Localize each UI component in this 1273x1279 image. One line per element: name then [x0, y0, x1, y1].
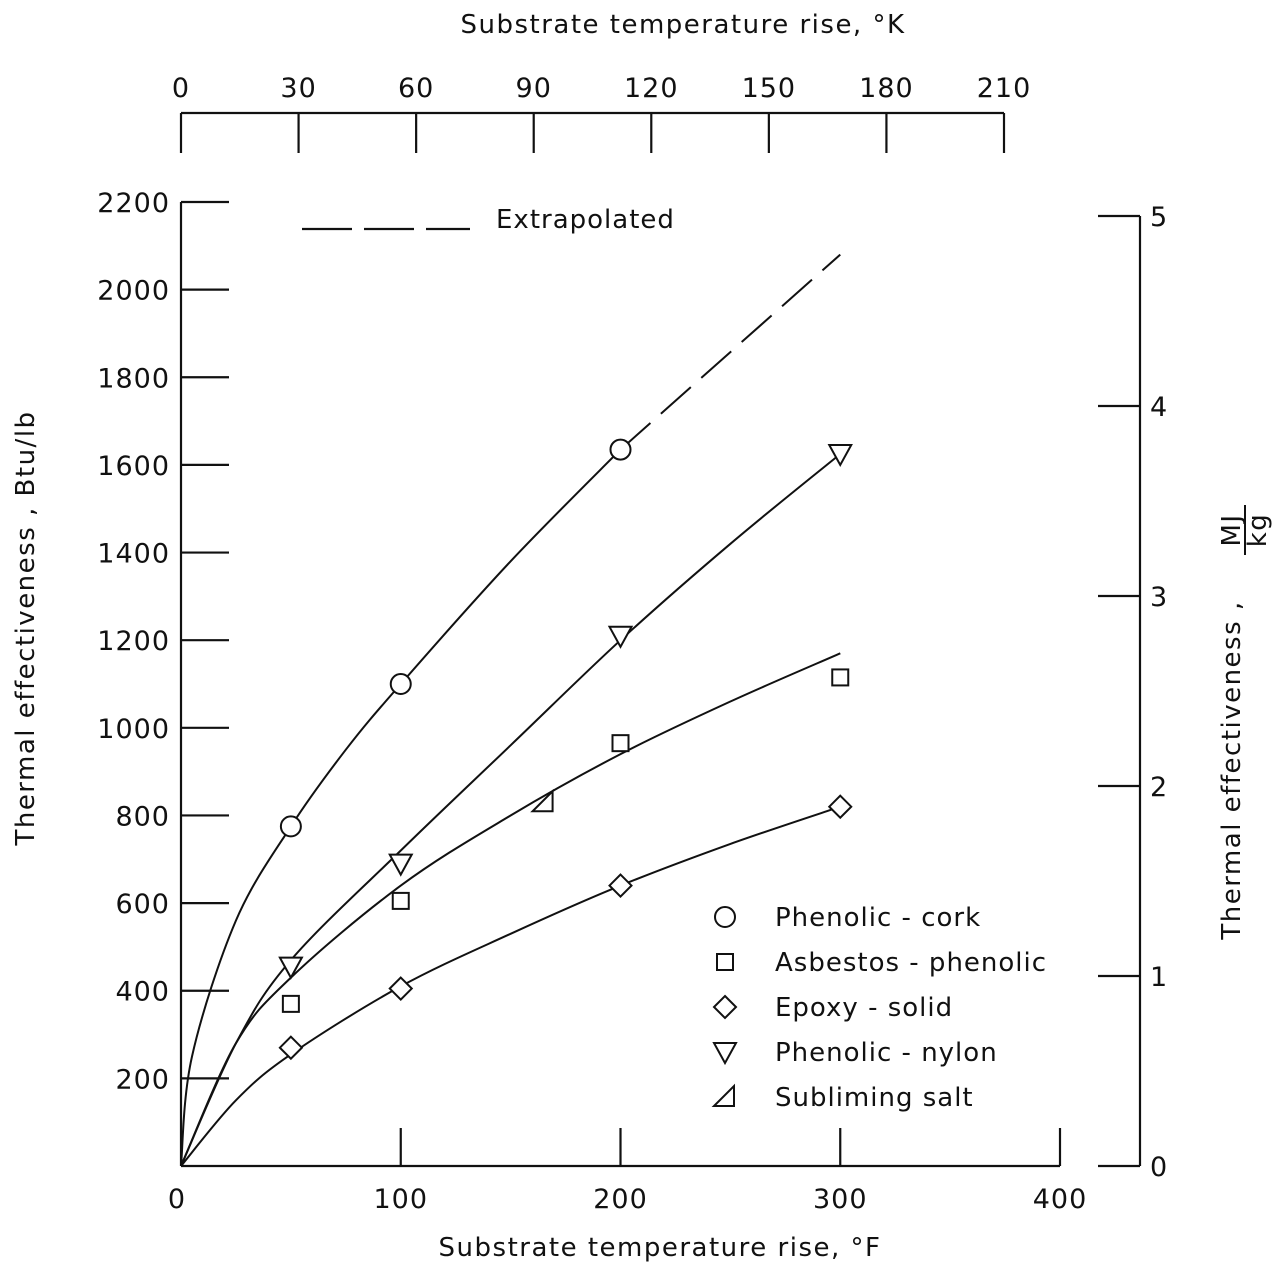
series-curve	[180, 448, 622, 1167]
x-tick-label: 0	[168, 1184, 186, 1215]
y2-tick-label: 2	[1150, 772, 1168, 803]
data-point	[388, 853, 414, 877]
data-point	[389, 673, 412, 695]
data-point	[278, 956, 304, 980]
y-tick-label: 1600	[97, 451, 170, 482]
y2-tick-label: 4	[1150, 392, 1168, 423]
data-point	[281, 994, 300, 1013]
legend-marker	[712, 994, 738, 1020]
series-extrapolated-line	[619, 253, 841, 451]
y2-tick-label: 3	[1150, 582, 1168, 613]
y2-axis-title: Thermal effectiveness , MJ kg	[1217, 505, 1273, 941]
data-point	[607, 625, 634, 649]
data-point	[388, 976, 414, 1001]
y-tick-label: 2200	[97, 188, 170, 219]
data-point	[391, 891, 410, 910]
y-axis-title: Thermal effectiveness , Btu/lb	[11, 410, 41, 846]
x2-tick-label: 0	[172, 73, 190, 104]
series-curve	[180, 805, 841, 1167]
data-point	[611, 734, 630, 753]
data-point	[609, 438, 632, 461]
x-tick-label: 100	[373, 1184, 428, 1215]
curves	[180, 253, 841, 1167]
y-tick-label: 200	[115, 1064, 170, 1095]
extrapolated-label: Extrapolated	[496, 205, 675, 235]
data-point	[278, 1035, 304, 1061]
y-tick-label: 1000	[97, 714, 170, 745]
x2-tick-label: 60	[398, 73, 434, 104]
legend-label: Asbestos - phenolic	[775, 948, 1047, 978]
markers	[278, 438, 853, 1061]
legend-marker	[711, 1083, 735, 1107]
x2-tick-label: 30	[280, 73, 316, 104]
data-point	[608, 873, 633, 898]
y2-unit-denominator: kg	[1243, 513, 1273, 548]
y2-tick-label: 5	[1150, 202, 1168, 233]
legend-label: Subliming salt	[775, 1083, 974, 1113]
y-tick-label: 1200	[97, 626, 170, 657]
axes: 2004006008001000120014001600180020002200…	[97, 73, 1168, 1215]
y-tick-label: 1400	[97, 539, 170, 570]
legend-label: Epoxy - solid	[775, 993, 953, 1023]
x-tick-label: 300	[813, 1184, 868, 1215]
y-tick-label: 2000	[97, 276, 170, 307]
legend-label: Phenolic - cork	[775, 903, 981, 933]
data-point	[827, 443, 853, 468]
x2-tick-label: 210	[977, 73, 1032, 104]
data-point	[827, 794, 853, 820]
y-tick-label: 1800	[97, 363, 170, 394]
y2-axis-title-text: Thermal effectiveness ,	[1217, 600, 1247, 940]
series-curve	[180, 453, 841, 1167]
y-tick-label: 600	[115, 889, 170, 920]
x2-axis-title: Substrate temperature rise, °K	[460, 10, 905, 40]
series-curve	[180, 652, 841, 1167]
x-axis-title: Substrate temperature rise, °F	[439, 1233, 882, 1263]
x2-tick-label: 150	[742, 73, 797, 104]
x2-tick-label: 90	[516, 73, 552, 104]
data-point	[831, 668, 850, 687]
x-tick-label: 400	[1033, 1184, 1088, 1215]
legend: Phenolic - cork Asbestos - phenolic Epoxy …	[711, 903, 1047, 1113]
x-tick-label: 200	[593, 1184, 648, 1215]
legend-marker	[716, 953, 734, 971]
data-point	[279, 815, 302, 838]
data-point	[530, 788, 554, 813]
y-tick-label: 800	[115, 801, 170, 832]
x2-tick-label: 120	[624, 73, 679, 104]
y2-tick-label: 0	[1150, 1152, 1168, 1183]
x2-tick-label: 180	[859, 73, 914, 104]
legend-label: Phenolic - nylon	[775, 1038, 998, 1068]
y2-unit-numerator: MJ	[1217, 513, 1247, 546]
legend-marker	[712, 1042, 738, 1066]
y-tick-label: 400	[115, 977, 170, 1008]
y2-tick-label: 1	[1150, 962, 1168, 993]
legend-marker	[714, 906, 736, 928]
